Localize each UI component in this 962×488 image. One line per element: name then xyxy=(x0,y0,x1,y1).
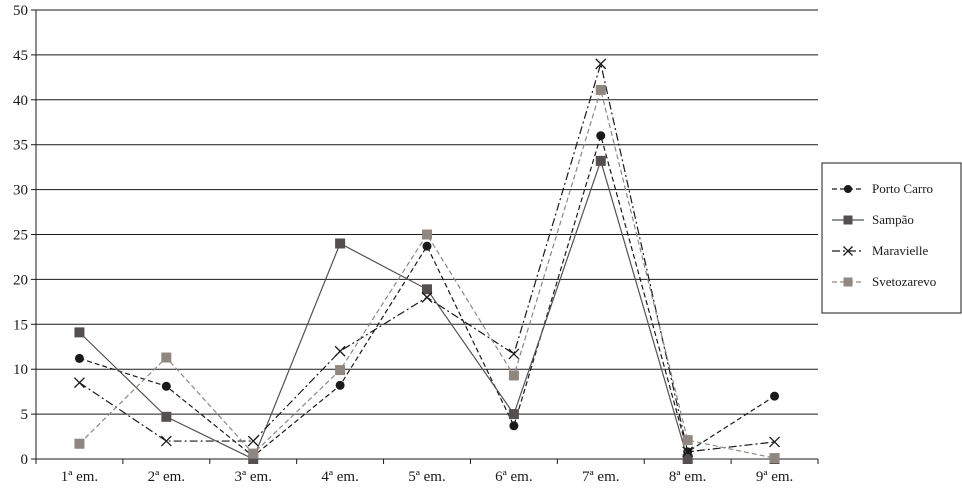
y-tick-label: 45 xyxy=(13,48,28,64)
data-point xyxy=(335,365,346,376)
marker-stroke xyxy=(595,58,607,70)
legend: Porto Carro Sampão Maravielle Svetozarevo xyxy=(821,162,962,314)
data-point xyxy=(508,409,519,420)
legend-item: Svetozarevo xyxy=(832,274,936,289)
gridlines xyxy=(36,9,818,415)
y-tick-label: 50 xyxy=(13,3,28,19)
series-samp-o xyxy=(74,155,780,464)
data-point xyxy=(248,454,259,464)
series-maravielle xyxy=(73,58,781,458)
x-tick-label: 8ª em. xyxy=(669,469,706,485)
data-point xyxy=(335,238,346,249)
data-point xyxy=(160,435,172,447)
marker-stroke xyxy=(769,436,781,448)
y-tick-label: 25 xyxy=(13,228,28,244)
legend-label: Svetozarevo xyxy=(872,274,936,289)
data-point xyxy=(596,131,606,141)
data-point xyxy=(509,421,519,431)
data-point xyxy=(595,84,606,95)
data-point xyxy=(74,438,85,449)
y-tick-label: 35 xyxy=(13,138,28,154)
data-point xyxy=(161,411,172,422)
legend-item: Porto Carro xyxy=(832,181,933,196)
x-tick-label: 1ª em. xyxy=(61,469,98,485)
data-point xyxy=(595,58,607,70)
data-point xyxy=(422,284,432,295)
y-tick-label: 30 xyxy=(13,183,28,199)
x-tick-label: 9ª em. xyxy=(756,469,793,485)
data-point xyxy=(843,246,853,256)
series-line xyxy=(79,133,775,458)
x-tick-label: 7ª em. xyxy=(582,469,619,485)
y-tick-label: 10 xyxy=(13,362,28,378)
legend-label: Maravielle xyxy=(872,243,929,258)
data-point xyxy=(843,215,853,225)
data-point xyxy=(769,453,780,464)
legend-label: Porto Carro xyxy=(872,181,933,196)
axes: 0 5 10 15 20 25 30 35 40 45 50 1ª em. 2ª em. 3ª em. 4ª… xyxy=(13,3,819,485)
x-tick-label: 6ª em. xyxy=(495,469,532,485)
data-point xyxy=(422,229,432,240)
data-point xyxy=(770,391,780,401)
data-point xyxy=(508,370,519,381)
series-lines xyxy=(73,58,781,464)
marker-stroke xyxy=(508,348,520,360)
marker-stroke xyxy=(160,435,172,447)
legend-item: Sampão xyxy=(832,212,914,227)
data-point xyxy=(595,155,606,166)
marker-stroke xyxy=(421,291,433,303)
marker-stroke xyxy=(334,345,346,357)
data-point xyxy=(74,353,84,363)
data-point xyxy=(334,345,346,357)
marker-stroke xyxy=(247,435,259,447)
y-tick-label: 15 xyxy=(13,317,28,333)
data-point xyxy=(161,352,172,363)
data-point xyxy=(421,291,433,303)
x-tick-label: 4ª em. xyxy=(321,469,358,485)
data-point xyxy=(247,435,259,447)
data-point xyxy=(843,277,853,287)
data-point xyxy=(682,454,693,464)
x-tick-label: 3ª em. xyxy=(234,469,271,485)
x-tick-label: 5ª em. xyxy=(408,469,445,485)
data-point xyxy=(682,446,694,458)
marker-stroke xyxy=(682,446,694,458)
y-tick-label: 5 xyxy=(21,407,29,423)
data-point xyxy=(74,327,85,338)
data-point xyxy=(508,348,520,360)
data-point xyxy=(248,448,259,459)
series-line xyxy=(79,61,775,453)
data-point xyxy=(843,184,853,194)
data-point xyxy=(422,241,432,251)
y-tick-label: 0 xyxy=(21,452,29,468)
data-point xyxy=(73,377,85,389)
data-point xyxy=(335,380,345,390)
series-svetozarevo xyxy=(74,84,780,464)
data-point xyxy=(682,435,693,446)
y-tick-label: 40 xyxy=(13,93,28,109)
legend-label: Sampão xyxy=(872,212,914,227)
legend-item: Maravielle xyxy=(832,243,929,258)
y-tick-label: 20 xyxy=(13,272,28,288)
data-point xyxy=(161,381,171,391)
x-tick-label: 2ª em. xyxy=(148,469,185,485)
marker-stroke xyxy=(843,246,853,256)
marker-stroke xyxy=(73,377,85,389)
data-point xyxy=(769,436,781,448)
